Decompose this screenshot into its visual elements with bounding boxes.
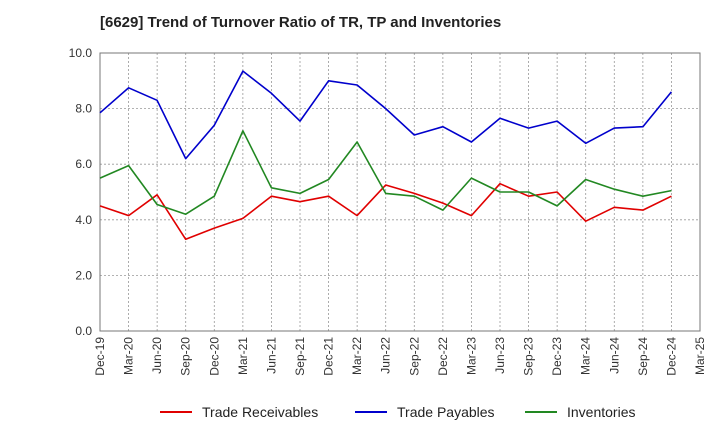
x-tick-label: Mar-22	[350, 337, 364, 375]
x-tick-label: Sep-21	[293, 337, 307, 376]
grid-layer	[99, 52, 701, 332]
legend-item-trade-payables: Trade Payables	[355, 404, 495, 420]
x-tick-label: Mar-20	[122, 337, 136, 375]
x-tick-label: Dec-23	[550, 337, 564, 376]
x-tick-label: Mar-25	[693, 337, 707, 375]
legend-label: Inventories	[567, 404, 636, 420]
y-tick-label: 8.0	[75, 102, 92, 116]
legend-item-inventories: Inventories	[525, 404, 635, 420]
x-tick-label: Sep-24	[636, 337, 650, 376]
x-tick-label: Dec-24	[664, 337, 678, 376]
series-line-trade-receivables	[99, 182, 672, 241]
x-tick-label: Sep-23	[522, 337, 536, 376]
x-tick-label: Dec-20	[207, 337, 221, 376]
x-tick-label: Dec-19	[93, 337, 107, 376]
legend-item-trade-receivables: Trade Receivables	[160, 404, 318, 420]
y-tick-label: 2.0	[75, 268, 92, 282]
legend: Trade Receivables Trade Payables Invento…	[0, 404, 720, 426]
x-tick-label: Jun-24	[607, 337, 621, 374]
plot-area-border	[99, 52, 701, 332]
x-tick-label: Jun-22	[379, 337, 393, 374]
x-tick-label: Mar-21	[236, 337, 250, 375]
x-tick-label: Jun-23	[493, 337, 507, 374]
series-line-trade-payables	[99, 70, 673, 160]
x-tick-label: Sep-20	[179, 337, 193, 376]
x-tick-label: Mar-24	[579, 337, 593, 375]
legend-swatch-blue	[355, 411, 387, 413]
x-tick-label: Sep-22	[407, 337, 421, 376]
x-tick-label: Mar-23	[464, 337, 478, 375]
x-tick-label: Jun-21	[264, 337, 278, 374]
legend-label: Trade Payables	[397, 404, 495, 420]
legend-swatch-red	[160, 411, 192, 413]
axis-layer: 0.0 2.0 4.0 6.0 8.0 10.0 Dec-19 Mar-20 Jun-20 Sep…	[69, 46, 707, 376]
x-tick-label: Jun-20	[150, 337, 164, 374]
series-layer	[99, 70, 673, 241]
series-line-inventories	[99, 130, 672, 215]
y-tick-label: 6.0	[75, 157, 92, 171]
y-tick-label: 4.0	[75, 213, 92, 227]
x-tick-label: Dec-21	[322, 337, 336, 376]
x-tick-label: Dec-22	[436, 337, 450, 376]
legend-label: Trade Receivables	[202, 404, 319, 420]
legend-swatch-green	[525, 411, 557, 413]
y-tick-label: 0.0	[75, 324, 92, 338]
y-tick-label: 10.0	[69, 46, 93, 60]
chart-title: [6629] Trend of Turnover Ratio of TR, TP…	[100, 14, 502, 31]
